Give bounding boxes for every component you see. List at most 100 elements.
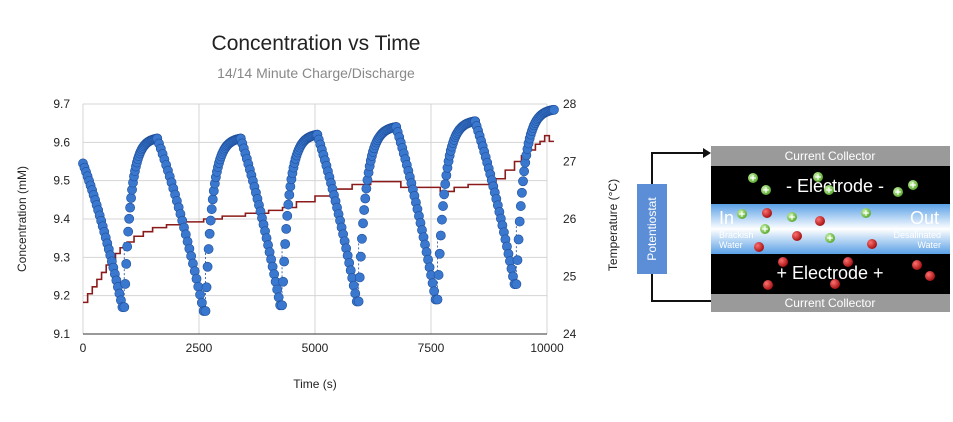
data-point: [123, 226, 134, 237]
x-tick-label: 0: [80, 341, 87, 355]
y-tick-label: 9.3: [53, 250, 70, 264]
positive-ion: [760, 224, 770, 234]
positive-ion: [861, 208, 871, 218]
cycle-dotted-lines: [123, 219, 517, 311]
negative-ion: [912, 260, 922, 270]
positive-ion: [748, 173, 758, 183]
positive-ion: [761, 185, 771, 195]
positive-ion: [813, 172, 823, 182]
ions: [737, 172, 935, 290]
negative-ion: [843, 257, 853, 267]
positive-ion: [824, 185, 834, 195]
negative-ion: [925, 271, 935, 281]
y2-tick-label: 24: [563, 327, 577, 341]
negative-ion: [754, 242, 764, 252]
data-point: [119, 302, 130, 313]
data-point: [279, 256, 290, 267]
y-tick-label: 9.7: [53, 97, 70, 111]
data-point: [519, 166, 530, 177]
data-point: [283, 199, 294, 210]
y-tick-label: 9.5: [53, 174, 70, 188]
concentration-series: [78, 104, 559, 316]
y-tick-label: 9.6: [53, 135, 70, 149]
y2-tick-label: 27: [563, 155, 577, 169]
potentiostat-label: Potentiostat: [645, 197, 659, 261]
y-axis-label: Concentration (mM): [15, 166, 29, 272]
data-point: [512, 255, 523, 266]
data-point: [205, 215, 216, 226]
x-axis-label: Time (s): [293, 377, 337, 391]
data-point: [358, 218, 368, 229]
data-point: [355, 251, 366, 262]
data-point: [204, 228, 215, 239]
negative-electrode-label: - Electrode -: [786, 176, 884, 196]
positive-electrode-label: + Electrode +: [776, 263, 883, 283]
water-channel: [711, 204, 950, 254]
data-point: [359, 205, 370, 215]
data-point: [514, 216, 525, 227]
data-point: [126, 193, 136, 203]
data-point: [439, 189, 450, 200]
data-point: [281, 223, 292, 234]
wire-top: [651, 152, 708, 184]
x-tick-labels: 0 2500 5000 7500 10000: [80, 341, 564, 355]
negative-ion: [815, 216, 825, 226]
positive-ion: [737, 209, 747, 219]
data-point: [201, 282, 212, 293]
data-point: [121, 258, 132, 269]
y-tick-labels: 9.1 9.2 9.3 9.4 9.5 9.6 9.7: [53, 97, 70, 341]
negative-ion: [763, 280, 773, 290]
top-collector-label: Current Collector: [785, 149, 876, 163]
data-point: [280, 239, 291, 249]
data-point: [517, 187, 527, 198]
cdi-cell-diagram: Potentiostat Current Collector - Electro…: [637, 146, 950, 312]
data-point: [427, 278, 438, 289]
data-point: [438, 201, 448, 211]
data-point: [124, 213, 135, 224]
data-point: [437, 214, 447, 225]
data-point: [511, 279, 522, 290]
data-point: [200, 306, 211, 316]
data-point: [196, 297, 207, 308]
x-tick-label: 2500: [186, 341, 213, 355]
data-point: [282, 210, 293, 221]
data-point: [361, 183, 372, 194]
y-tick-label: 9.1: [53, 327, 70, 341]
negative-ion: [867, 239, 877, 249]
out-sub-label-1: Desalinated: [893, 230, 941, 240]
data-point: [277, 300, 287, 311]
data-point: [284, 189, 295, 200]
positive-ion: [825, 233, 835, 243]
y2-tick-label: 26: [563, 212, 577, 226]
y2-tick-labels: 24 25 26 27 28: [563, 97, 577, 341]
positive-ion: [787, 212, 797, 222]
y2-axis-label: Temperature (°C): [606, 179, 620, 271]
data-point: [353, 296, 364, 307]
top-current-collector: [711, 146, 950, 166]
bottom-collector-label: Current Collector: [785, 296, 876, 310]
data-point: [435, 230, 446, 241]
in-label: In: [719, 208, 734, 228]
x-tick-label: 7500: [418, 341, 445, 355]
data-point: [193, 281, 204, 292]
wire-bottom: [651, 274, 711, 302]
data-point: [203, 244, 214, 254]
positive-electrode: [711, 254, 950, 294]
data-point: [125, 202, 136, 213]
in-sub-label-2: Water: [719, 240, 743, 250]
bottom-current-collector: [711, 294, 950, 312]
positive-ion: [893, 187, 903, 197]
data-point: [206, 204, 217, 215]
chart-subtitle: 14/14 Minute Charge/Discharge: [217, 65, 415, 81]
in-sub-label-1: Brackish: [719, 230, 754, 240]
data-point: [195, 289, 205, 300]
out-label: Out: [910, 208, 939, 228]
x-tick-label: 10000: [530, 341, 564, 355]
data-point: [202, 261, 213, 272]
data-point: [357, 233, 367, 244]
y-tick-label: 9.2: [53, 289, 70, 303]
data-point: [122, 241, 133, 252]
data-point: [278, 276, 288, 287]
data-point: [120, 279, 131, 289]
